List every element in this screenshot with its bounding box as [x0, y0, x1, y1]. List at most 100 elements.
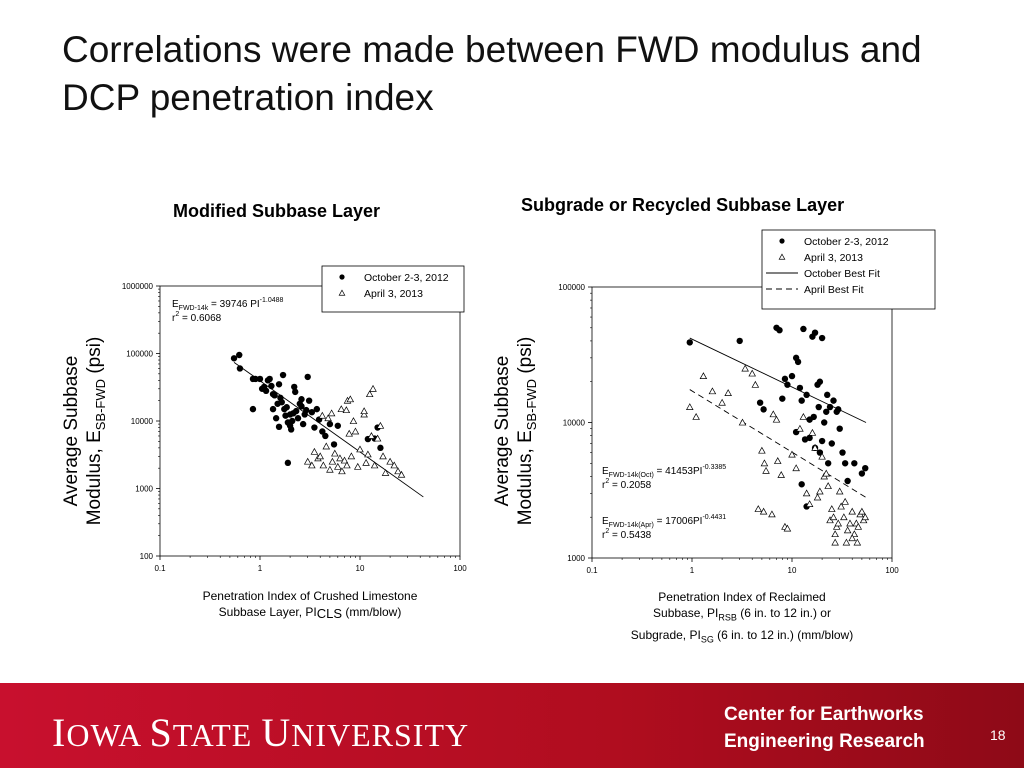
october-data-point: [236, 365, 244, 372]
april-data-point: [340, 456, 349, 464]
april-data-point: [792, 464, 800, 472]
iowa-state-university-logo: IOWA STATE UNIVERSITY: [52, 710, 470, 755]
april-data-point: [741, 364, 749, 372]
october-data-point: [815, 403, 822, 411]
april-data-point: [334, 462, 342, 470]
october-data-point: [823, 408, 830, 415]
april-data-point: [843, 526, 852, 534]
legend-marker-triangle: [338, 289, 346, 296]
april-data-point: [365, 390, 374, 398]
april-data-point: [754, 505, 763, 512]
april-data-point: [772, 415, 781, 423]
april-data-point: [316, 452, 325, 460]
legend-label: October 2-3, 2012: [364, 272, 449, 284]
right-xlabel-line3: Subgrade, PISG (6 in. to 12 in.) (mm/blo…: [630, 628, 854, 645]
x-tick-label: 1: [258, 564, 263, 573]
page-number: 18: [990, 727, 1006, 743]
october-data-point: [330, 441, 338, 448]
april-data-point: [768, 510, 776, 518]
april-data-point: [799, 412, 808, 420]
october-data-point: [279, 371, 287, 379]
october-data-point: [266, 375, 273, 383]
april-data-point: [362, 458, 370, 466]
april-data-point: [338, 467, 346, 475]
april-data-point: [345, 429, 354, 437]
y-tick-label: 100000: [126, 350, 153, 359]
right-xlabel-line1: Penetration Index of Reclaimed: [658, 590, 826, 604]
x-tick-label: 10: [788, 566, 797, 575]
october-data-point: [844, 477, 851, 485]
right-chart-title: Subgrade or Recycled Subbase Layer: [521, 195, 845, 215]
april-data-point: [718, 398, 726, 406]
october-data-point: [298, 403, 305, 410]
april-data-point: [376, 421, 385, 429]
april-data-point: [308, 461, 316, 469]
october-data-point: [249, 405, 257, 413]
april-data-point: [848, 534, 857, 542]
slide-title: Correlations were made between FWD modul…: [62, 29, 922, 118]
april-data-point: [760, 459, 769, 467]
october-data-point: [841, 460, 849, 467]
y-tick-label: 10000: [563, 419, 586, 428]
april-data-point: [699, 372, 708, 380]
april-data-point: [822, 469, 831, 477]
april-data-point: [397, 470, 406, 478]
april-data-point: [808, 428, 817, 436]
october-data-point: [313, 405, 321, 413]
april-data-point: [738, 418, 747, 426]
x-tick-label: 1: [690, 566, 695, 575]
april-data-point: [816, 487, 824, 495]
april-data-point: [379, 452, 387, 460]
april-data-point: [834, 519, 843, 527]
april-data-point: [324, 414, 332, 422]
october-data-point: [252, 375, 259, 383]
left-scatter-chart: 0.1 1 10 100 100 1000 10000 100000 1000000 Octobe…: [122, 265, 467, 573]
april-data-point: [848, 507, 857, 515]
april-data-point: [390, 461, 399, 469]
april-data-point: [346, 395, 355, 403]
april-data-point: [336, 454, 344, 462]
april-data-point: [818, 452, 826, 460]
april-data-point: [343, 461, 351, 469]
y-tick-label: 1000: [135, 485, 153, 494]
april-data-point: [853, 538, 862, 546]
october-data-point: [269, 405, 277, 413]
left-xlabel-line1: Penetration Index of Crushed Limestone: [202, 589, 418, 603]
october-data-point: [287, 426, 295, 433]
october-data-point: [788, 372, 796, 380]
april-data-point: [824, 482, 832, 489]
april-data-point: [858, 507, 866, 515]
october-data-point: [830, 397, 837, 404]
april-data-point: [840, 513, 848, 521]
october-data-point: [377, 444, 384, 452]
y-tick-label: 100: [140, 552, 154, 561]
april-data-point: [318, 411, 327, 419]
april-data-point: [381, 469, 390, 476]
legend-marker-circle: [339, 274, 345, 280]
october-data-point: [828, 440, 835, 447]
legend-box: [761, 229, 936, 310]
april-data-point: [322, 442, 331, 450]
left-x-axis-label: Penetration Index of Crushed Limestone S…: [160, 588, 460, 621]
october-data-point: [796, 384, 804, 392]
april-data-point: [769, 410, 778, 418]
october-data-point: [798, 481, 805, 488]
x-tick-label: 0.1: [586, 566, 598, 575]
october-data-point: [283, 404, 290, 411]
october-data-point: [826, 403, 834, 411]
chart-legend: October 2-3, 2012 April 3, 2013 October Be…: [761, 229, 936, 310]
october-data-point: [784, 381, 791, 388]
april-data-point: [831, 538, 839, 546]
april-data-point: [353, 462, 362, 470]
october-data-point: [839, 449, 846, 456]
april-data-point: [303, 457, 312, 465]
regression-equation: EFWD-14k(Apr) = 17006PI-0.4431: [602, 514, 726, 529]
october-data-point: [262, 387, 270, 395]
x-tick-label: 10: [356, 564, 365, 573]
y-tick-label: 10000: [131, 417, 154, 426]
plot-frame: [159, 285, 461, 557]
left-xlabel-line2: Subbase Layer, PICLS (mm/blow): [218, 605, 402, 621]
april-data-point: [841, 497, 849, 505]
regression-equation: EFWD-14k = 39746 PI-1.0488: [172, 297, 284, 312]
footer-bar: IOWA STATE UNIVERSITY Center for Earthwo…: [0, 683, 1024, 768]
